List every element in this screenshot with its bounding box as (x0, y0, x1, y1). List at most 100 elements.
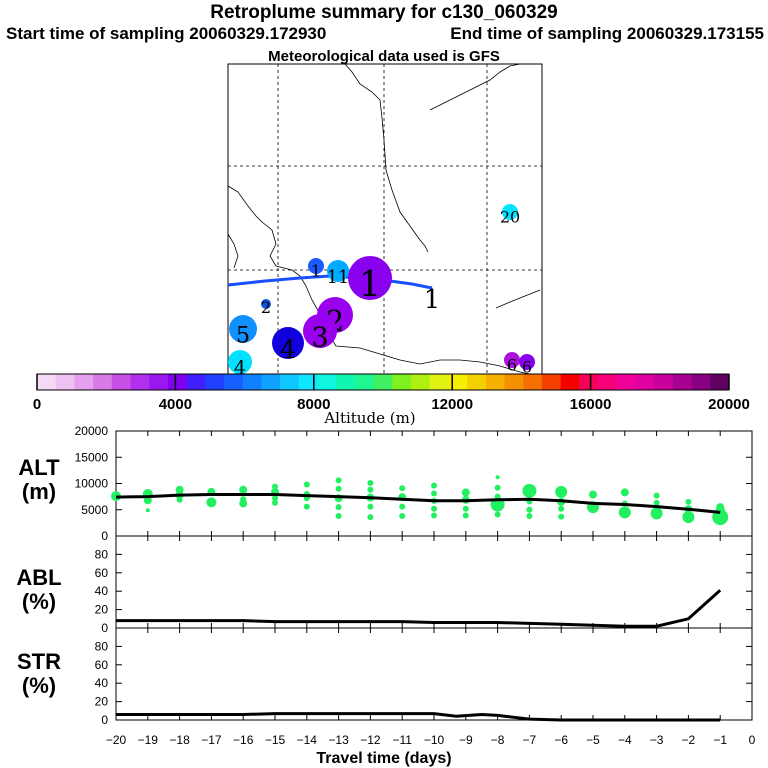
x-tick-label: −6 (554, 733, 568, 747)
colorbar-segment (205, 374, 225, 390)
scatter-point (522, 483, 537, 498)
map-marker-label: 3 (311, 322, 328, 353)
colorbar-segment (672, 374, 693, 390)
scatter-point (272, 483, 278, 490)
x-tick-label: −18 (169, 733, 190, 747)
x-tick-label: −10 (424, 733, 445, 747)
map-marker-label: 1 (359, 264, 381, 305)
colorbar-segment (224, 374, 244, 390)
colorbar-tick-label: 0 (33, 396, 41, 413)
panel-frame (115, 627, 753, 721)
scatter-point (558, 513, 565, 520)
colorbar-segment (448, 374, 468, 390)
x-tick-label: 0 (749, 733, 756, 747)
scatter-point (272, 499, 278, 506)
y-tick-label: 20 (95, 695, 109, 709)
map-marker-label: 11 (327, 268, 349, 288)
y-tick-label: 20000 (75, 424, 109, 438)
x-tick-label: −20 (106, 733, 127, 747)
colorbar-segment (467, 374, 487, 390)
x-tick-label: −2 (682, 733, 696, 747)
colorbar-segment (710, 374, 730, 390)
y-tick-label: 0 (101, 713, 108, 727)
y-tick-label: 0 (101, 529, 108, 543)
y-tick-label: 80 (95, 639, 109, 653)
scatter-point (431, 490, 437, 497)
map-marker (308, 258, 324, 274)
scatter-point (335, 477, 342, 484)
colorbar-segment (541, 374, 562, 390)
panel-alt: 0 5000 10000 15000 20000 (75, 424, 753, 543)
panel-abl: 0 20 40 60 80 (95, 535, 753, 635)
colorbar-segment (167, 374, 188, 390)
timeseries-panels: 0 5000 10000 15000 20000 0 20 40 60 80 0 20 40 60 80 −2… (75, 424, 756, 747)
met-data-label: Meteorological data used is GFS (268, 48, 500, 65)
scatter-point (494, 511, 501, 518)
colorbar-segment (504, 374, 524, 390)
alt-label-top: ALT (18, 455, 60, 480)
coastlines (227, 63, 541, 375)
scatter-point (335, 513, 342, 520)
scatter-point (335, 504, 342, 511)
scatter-point (367, 486, 374, 493)
start-time: Start time of sampling 20060329.172930 (6, 24, 327, 43)
y-tick-label: 60 (95, 658, 109, 672)
colorbar-segment (373, 374, 393, 390)
map-marker (519, 354, 535, 370)
colorbar-segment (149, 374, 169, 390)
scatter-point (431, 512, 437, 519)
y-tick-label: 15000 (75, 450, 109, 464)
track-end-label: 1 (424, 285, 441, 315)
colorbar-segment (298, 374, 319, 390)
x-tick-label: −8 (491, 733, 505, 747)
x-tick-label: −1 (713, 733, 727, 747)
scatter-point (494, 484, 501, 491)
scatter-point (399, 503, 406, 510)
x-tick-label: −11 (392, 733, 412, 747)
abl-label-top: ABL (16, 565, 62, 590)
scatter-point (399, 485, 406, 492)
colorbar-segment (560, 374, 580, 390)
colorbar-segment (280, 374, 300, 390)
scatter-point (399, 513, 406, 520)
scatter-point (272, 495, 278, 502)
y-tick-label: 80 (95, 547, 109, 561)
scatter-point (650, 507, 663, 520)
x-tick-label: −5 (586, 733, 600, 747)
scatter-point (367, 479, 374, 486)
panel-frame (115, 535, 753, 629)
colorbar-segment (598, 374, 618, 390)
scatter-point (176, 496, 183, 503)
map-marker (303, 314, 337, 348)
colorbar-tick-label: 4000 (159, 396, 192, 413)
end-time: End time of sampling 20060329.173155 (450, 24, 764, 43)
colorbar-segment (55, 374, 75, 390)
colorbar-segment (654, 374, 674, 390)
x-tick-label: −7 (523, 733, 537, 747)
map-marker (502, 204, 518, 220)
map-marker (261, 299, 271, 309)
colorbar-segment (523, 374, 543, 390)
y-tick-label: 5000 (81, 503, 108, 517)
scatter-point (462, 512, 469, 519)
y-tick-label: 20 (95, 603, 109, 617)
x-tick-label: −16 (233, 733, 254, 747)
map-marker-label: 1 (311, 261, 321, 280)
scatter-point (526, 513, 533, 520)
x-tick-label: −9 (459, 733, 473, 747)
map-marker-label: 6 (507, 355, 517, 374)
map-marker (272, 327, 304, 359)
scatter-point (367, 514, 374, 521)
x-tick-label: −13 (328, 733, 349, 747)
str-panel-label: STR (%) (4, 650, 74, 698)
scatter-point (431, 505, 437, 512)
colorbar-label: Altitude (m) (324, 409, 416, 427)
x-tick-label: −15 (265, 733, 286, 747)
scatter-point (555, 485, 568, 498)
colorbar-segment (691, 374, 711, 390)
colorbar-tick-label: 20000 (708, 396, 750, 413)
map-marker-label: 4 (280, 335, 296, 365)
